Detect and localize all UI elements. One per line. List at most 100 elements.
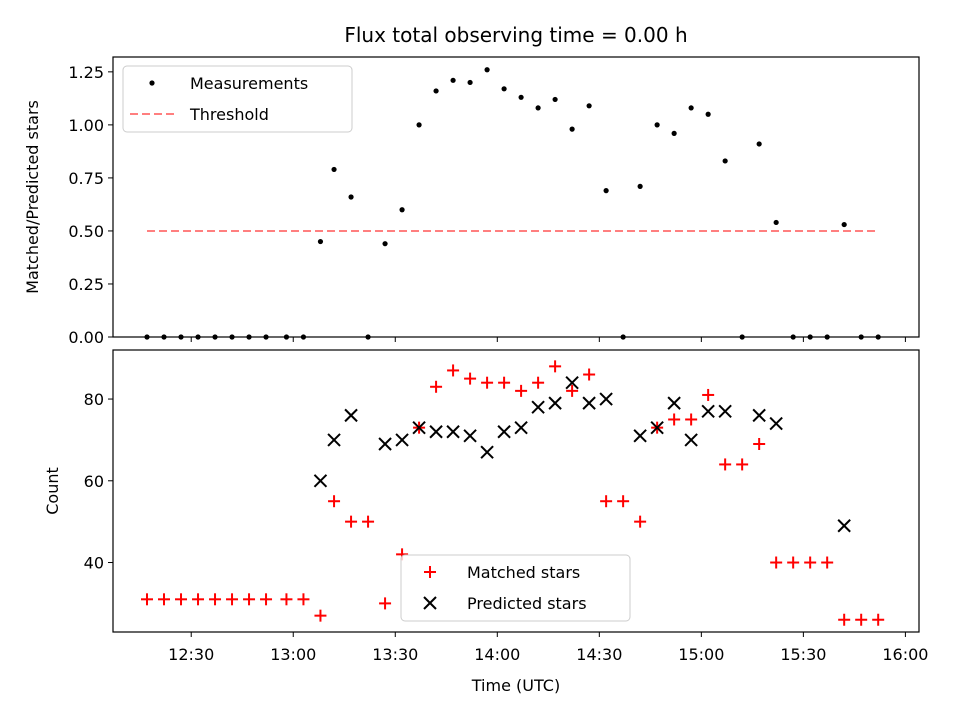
x-tick-label: 13:30	[372, 645, 418, 664]
matched-star-point	[209, 593, 222, 606]
matched-star-point	[243, 593, 256, 606]
measurement-point	[841, 221, 847, 228]
x-tick-label: 15:30	[780, 645, 826, 664]
predicted-star-point	[531, 400, 545, 414]
measurement-point	[705, 111, 711, 117]
x-axis-label: Time (UTC)	[471, 676, 560, 695]
legend-predicted-marker	[423, 596, 437, 610]
matched-star-point	[464, 372, 477, 385]
measurement-point	[654, 122, 660, 128]
predicted-star-point	[582, 396, 596, 410]
matched-star-point	[345, 515, 358, 528]
bottom-y-axis-label: Count	[43, 467, 62, 515]
matched-star-point	[532, 376, 545, 389]
matched-star-point	[141, 593, 154, 606]
matched-star-point	[158, 593, 171, 606]
measurement-point	[331, 166, 337, 173]
matched-star-point	[297, 593, 310, 606]
predicted-star-point	[769, 416, 783, 431]
x-tick-label: 15:00	[678, 645, 724, 664]
matched-star-point	[787, 556, 800, 569]
measurement-point	[569, 126, 575, 132]
top-y-tick-label: 0.00	[68, 328, 104, 347]
bottom-x-ticks: 12:30 13:00 13:30 14:00 14:30 15:00 15:30 16:00	[168, 632, 928, 664]
bottom-y-tick-label: 40	[84, 554, 104, 573]
measurement-point	[518, 94, 524, 100]
top-y-ticks: 0.00 0.25 0.50 0.75 1.00 1.25	[68, 63, 113, 347]
x-tick-label: 12:30	[168, 645, 214, 664]
top-x-ticks	[190, 337, 906, 342]
measurement-point	[722, 158, 728, 164]
top-legend-box	[122, 65, 353, 133]
x-tick-label: 13:00	[270, 645, 316, 664]
bottom-legend-box	[400, 554, 631, 622]
measurement-point	[603, 188, 609, 194]
predicted-star-point	[344, 408, 358, 423]
top-y-tick-label: 1.00	[68, 116, 104, 135]
measurement-point	[484, 67, 490, 73]
measurement-point	[416, 122, 422, 128]
predicted-star-point	[378, 437, 392, 451]
x-tick-label: 14:00	[474, 645, 520, 664]
matched-star-point	[430, 380, 443, 393]
matched-star-point	[838, 613, 851, 626]
predicted-star-point	[701, 404, 715, 419]
measurement-point	[756, 141, 762, 147]
bottom-y-tick-label: 60	[84, 472, 104, 491]
matched-star-point	[379, 597, 392, 610]
predicted-star-point	[565, 375, 579, 390]
predicted-star-point	[446, 425, 460, 439]
legend-predicted-label: Predicted stars	[467, 594, 587, 613]
matched-star-point	[362, 515, 375, 528]
predicted-star-point	[429, 425, 443, 439]
measurement-point	[535, 105, 541, 111]
bottom-panel: 40 60 80 12:30 13:00 13:30 14:00 14:30 15:00 15:…	[43, 349, 928, 695]
legend-threshold-label: Threshold	[189, 105, 269, 124]
measurement-point	[450, 77, 456, 83]
matched-star-point	[314, 609, 327, 622]
predicted-star-point	[599, 392, 613, 406]
matched-star-point	[600, 495, 613, 508]
top-axes-frame	[112, 56, 920, 338]
predicted-star-point	[667, 396, 681, 410]
matched-star-point	[583, 368, 596, 381]
predicted-star-point	[327, 433, 341, 447]
bottom-y-ticks: 40 60 80	[84, 390, 113, 573]
top-panel: 0.00 0.25 0.50 0.75 1.00 1.25 Matched/Predict…	[23, 56, 920, 347]
bottom-legend: Matched stars Predicted stars	[400, 554, 631, 622]
matched-star-point	[719, 458, 732, 471]
legend-matched-label: Matched stars	[467, 563, 580, 582]
measurement-point	[317, 238, 324, 245]
matched-star-point	[260, 593, 273, 606]
matched-star-point	[328, 495, 341, 508]
measurement-point	[552, 96, 558, 103]
top-y-tick-label: 0.75	[68, 169, 104, 188]
predicted-star-point	[633, 429, 647, 443]
predicted-star-point	[514, 420, 528, 435]
matched-star-point	[566, 384, 579, 397]
measurement-point	[433, 88, 439, 94]
matched-star-point	[668, 413, 681, 426]
matched-star-point	[634, 515, 647, 528]
predicted-star-point	[684, 433, 698, 447]
matched-star-point	[549, 360, 562, 373]
predicted-star-point	[313, 474, 328, 488]
top-legend: Measurements Threshold	[122, 65, 353, 133]
matched-star-point	[280, 593, 293, 606]
measurement-point	[773, 219, 779, 226]
measurement-point	[501, 86, 507, 92]
matched-star-point	[498, 376, 511, 389]
bottom-axes-frame	[112, 349, 920, 633]
predicted-star-point	[548, 396, 562, 410]
matched-star-point	[192, 593, 205, 606]
matched-star-point	[702, 388, 715, 401]
matched-star-point	[447, 364, 460, 377]
chart-title: Flux total observing time = 0.00 h	[344, 23, 687, 47]
top-y-tick-label: 0.50	[68, 222, 104, 241]
matched-star-point	[736, 458, 749, 471]
predicted-star-point	[497, 425, 511, 439]
matched-star-point	[855, 613, 868, 626]
matched-star-point	[872, 613, 885, 626]
matched-star-point	[515, 384, 528, 397]
